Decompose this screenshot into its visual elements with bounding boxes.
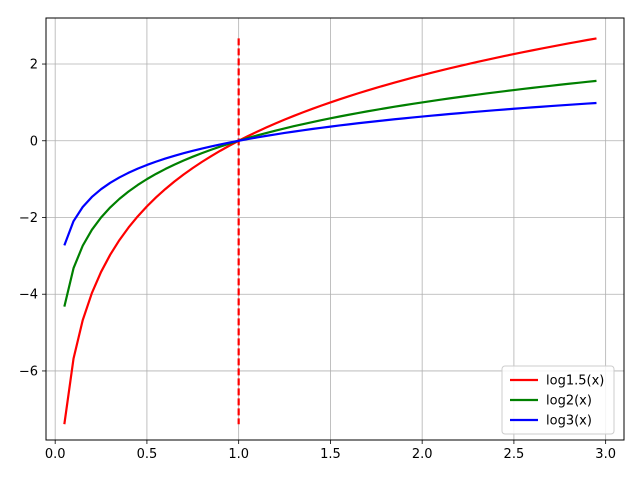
- legend-label: log1.5(x): [546, 374, 604, 389]
- x-tick-label: 2.5: [504, 447, 525, 462]
- series-line-log2(x): [63, 79, 597, 307]
- y-tick-label: −2: [19, 211, 38, 226]
- series-line-log1.5(x): [63, 37, 597, 425]
- y-tick-label: −4: [19, 288, 38, 303]
- legend-label: log3(x): [546, 414, 592, 429]
- y-tick-label: 0: [30, 134, 38, 149]
- y-tick-label: 2: [30, 58, 38, 73]
- plot-frame: [45, 17, 625, 441]
- series-line-log3(x): [63, 101, 597, 246]
- x-tick-label: 3.0: [595, 447, 616, 462]
- legend: log1.5(x) log2(x) log3(x): [501, 365, 615, 435]
- x-tick-label: 0.5: [137, 447, 158, 462]
- y-tick-label: −6: [19, 364, 38, 379]
- x-axis-ticks: 0.0 0.5 1.0 1.5 2.0 2.5 3.0: [45, 440, 616, 462]
- legend-label: log2(x): [546, 394, 592, 409]
- x-tick-label: 0.0: [45, 447, 66, 462]
- legend-box: [501, 365, 615, 435]
- y-axis-ticks: −6 −4 −2 0 2: [19, 58, 46, 379]
- x-tick-label: 1.0: [228, 447, 249, 462]
- series-lines: [63, 37, 597, 425]
- x-tick-label: 2.0: [412, 447, 433, 462]
- x-tick-label: 1.5: [320, 447, 341, 462]
